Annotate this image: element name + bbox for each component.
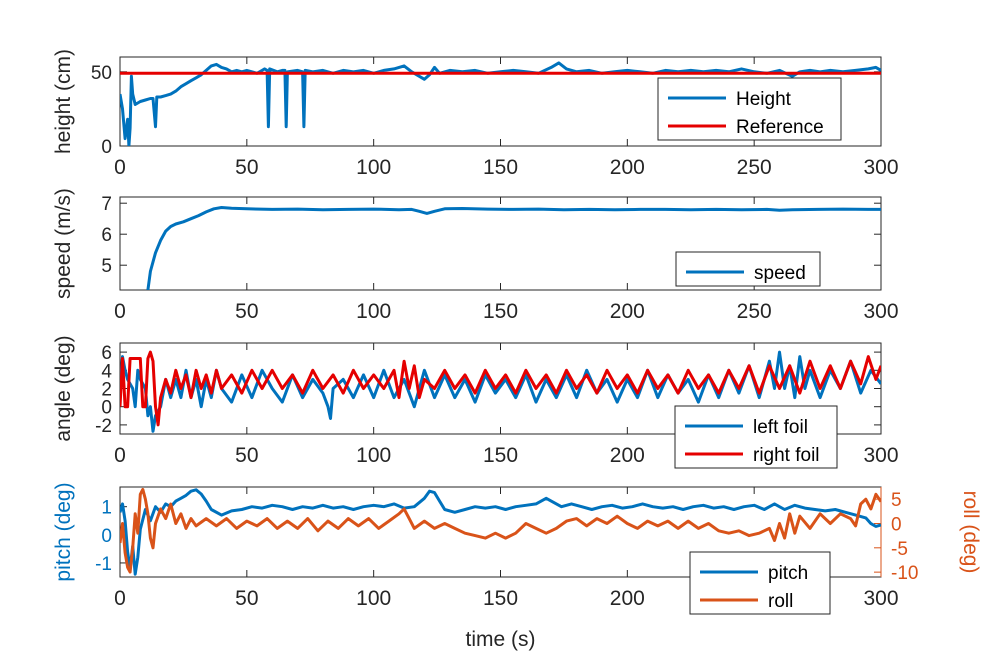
series-group — [120, 350, 881, 433]
legend-box — [689, 551, 831, 615]
x-tick-label: 300 — [863, 300, 898, 323]
x-tick-label: 150 — [483, 587, 518, 610]
x-tick-label: 200 — [610, 156, 645, 179]
x-tick-label: 0 — [114, 300, 126, 323]
y-tick-label: 2 — [101, 380, 112, 401]
y-tick-label: 6 — [101, 225, 112, 246]
x-axis-label: time (s) — [466, 628, 536, 651]
series-line-right-foil — [120, 350, 881, 427]
y-tick-label: 1 — [101, 498, 112, 519]
y-tick-label: 50 — [91, 63, 112, 84]
y-tick-label: -1 — [95, 554, 112, 575]
series-line-left-foil — [120, 350, 881, 433]
x-tick-label: 250 — [737, 156, 772, 179]
y-tick-label: 5 — [101, 256, 112, 277]
y-tick-label: 0 — [101, 398, 112, 419]
x-tick-label: 100 — [356, 300, 391, 323]
y-right-axis-label: roll (deg) — [959, 491, 982, 574]
series-line-roll — [120, 487, 881, 574]
x-tick-label: 100 — [356, 587, 391, 610]
x-tick-label: 50 — [235, 156, 258, 179]
y-tick-label: 4 — [101, 361, 112, 382]
panel-speed: 0 50 100 150 200 250 300 5 6 7 speed (m/s) speed — [52, 188, 899, 323]
x-tick-label: 300 — [863, 156, 898, 179]
y-right-tick-label: 5 — [891, 490, 902, 511]
y-tick-label: 7 — [101, 194, 112, 215]
y-tick-label: -2 — [95, 416, 112, 437]
x-tick-label: 200 — [610, 300, 645, 323]
legend-box — [675, 251, 821, 287]
series-group — [146, 206, 881, 290]
x-tick-label: 50 — [235, 444, 258, 467]
legend-box — [657, 77, 842, 141]
x-tick-label: 150 — [483, 300, 518, 323]
legend-label: speed — [754, 263, 806, 284]
x-tick-label: 100 — [356, 156, 391, 179]
y-right-tick-label: 0 — [891, 514, 902, 535]
x-tick-label: 0 — [114, 156, 126, 179]
legend: Height Reference — [657, 77, 842, 141]
y-right-tick-label: -5 — [891, 539, 908, 560]
x-tick-label: 200 — [610, 444, 645, 467]
legend-label: pitch — [768, 563, 808, 584]
x-tick-label: 50 — [235, 300, 258, 323]
panel-height: 0 50 100 150 200 250 300 0 50 height (cm) Height Re… — [52, 49, 899, 179]
series-group — [120, 61, 881, 146]
legend-label: roll — [768, 591, 793, 612]
x-tick-label: 0 — [114, 444, 126, 467]
x-tick-label: 300 — [863, 444, 898, 467]
legend-label: right foil — [753, 445, 820, 466]
series-group — [120, 487, 881, 576]
x-tick-label: 150 — [483, 444, 518, 467]
y-axis-label: angle (deg) — [52, 335, 75, 441]
x-tick-label: 0 — [114, 587, 126, 610]
y-right-tick-label: -10 — [891, 563, 918, 584]
y-tick-label: 0 — [101, 526, 112, 547]
legend: pitch roll — [689, 551, 831, 615]
legend-label: Height — [736, 89, 792, 110]
x-tick-label: 300 — [863, 587, 898, 610]
series-line-speed — [146, 206, 881, 290]
y-tick-label: 6 — [101, 343, 112, 364]
legend: left foil right foil — [674, 405, 838, 469]
series-line-pitch — [120, 488, 881, 576]
y-axis-label: speed (m/s) — [52, 188, 75, 299]
x-tick-label: 200 — [610, 587, 645, 610]
legend: speed — [675, 251, 821, 287]
x-tick-label: 50 — [235, 587, 258, 610]
x-tick-label: 250 — [737, 300, 772, 323]
x-tick-label: 150 — [483, 156, 518, 179]
legend-box — [674, 405, 838, 469]
y-axis-label: height (cm) — [52, 49, 75, 154]
y-axis-label: pitch (deg) — [52, 482, 75, 581]
y-tick-label: 0 — [101, 137, 112, 158]
legend-label: Reference — [736, 117, 824, 138]
legend-label: left foil — [753, 417, 808, 438]
x-tick-label: 100 — [356, 444, 391, 467]
